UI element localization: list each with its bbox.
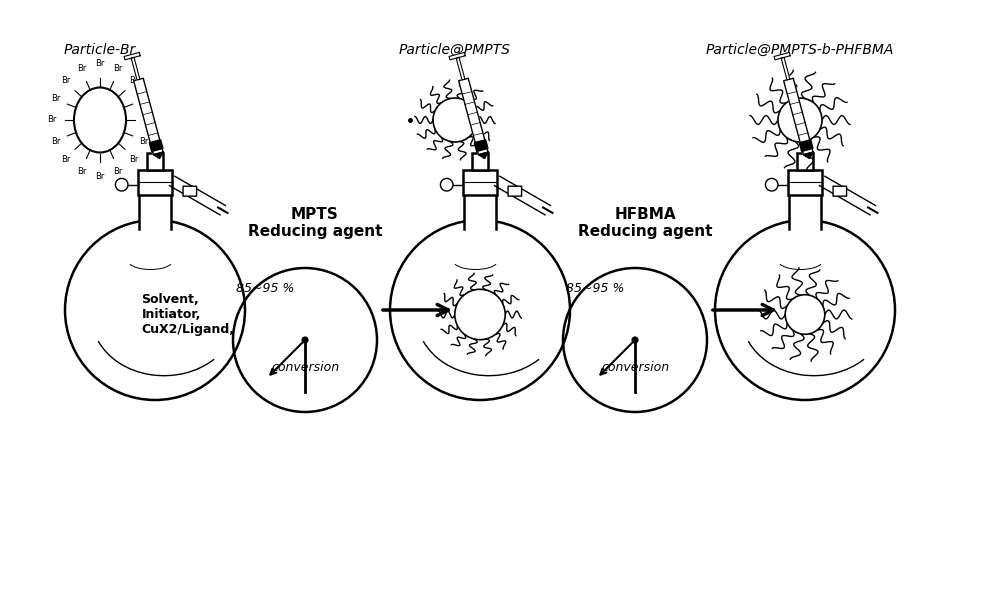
- Circle shape: [785, 295, 825, 334]
- Polygon shape: [456, 57, 465, 80]
- Bar: [789, 195, 821, 229]
- Text: Br: Br: [143, 115, 153, 124]
- Text: Br: Br: [61, 155, 71, 164]
- Polygon shape: [799, 140, 813, 151]
- Bar: [138, 170, 172, 195]
- Bar: [788, 170, 822, 195]
- Bar: [463, 170, 497, 195]
- Text: Particle@PMPTS: Particle@PMPTS: [399, 43, 511, 57]
- Polygon shape: [819, 176, 875, 215]
- Text: Br: Br: [114, 63, 123, 73]
- Text: Br: Br: [129, 155, 139, 164]
- Text: Br: Br: [47, 115, 57, 124]
- Polygon shape: [134, 78, 163, 155]
- Polygon shape: [474, 140, 488, 151]
- Bar: [797, 153, 813, 170]
- Bar: [472, 153, 488, 170]
- Polygon shape: [774, 52, 790, 60]
- Circle shape: [302, 337, 308, 343]
- Text: Br: Br: [77, 63, 86, 73]
- Text: Particle-Br: Particle-Br: [64, 43, 136, 57]
- Bar: [147, 153, 163, 170]
- FancyBboxPatch shape: [508, 186, 522, 196]
- Text: Br: Br: [129, 76, 139, 85]
- Text: Br: Br: [140, 137, 149, 146]
- Text: Solvent,
Initiator,
CuX2/Ligand,: Solvent, Initiator, CuX2/Ligand,: [142, 293, 234, 336]
- Text: MPTS
Reducing agent: MPTS Reducing agent: [248, 207, 382, 239]
- Text: 85~95 %: 85~95 %: [566, 282, 625, 295]
- Bar: [464, 195, 496, 229]
- Text: Particle@PMPTS-b-PHFBMA: Particle@PMPTS-b-PHFBMA: [706, 43, 894, 57]
- Polygon shape: [478, 152, 488, 159]
- FancyBboxPatch shape: [183, 186, 197, 196]
- Polygon shape: [131, 57, 140, 80]
- Polygon shape: [784, 78, 813, 155]
- Ellipse shape: [74, 87, 126, 152]
- Polygon shape: [149, 140, 163, 151]
- FancyBboxPatch shape: [833, 186, 847, 196]
- Text: Br: Br: [95, 59, 105, 68]
- Text: Br: Br: [140, 94, 149, 103]
- Bar: [139, 195, 171, 229]
- Polygon shape: [781, 57, 790, 80]
- Text: HFBMA
Reducing agent: HFBMA Reducing agent: [578, 207, 712, 239]
- Circle shape: [455, 289, 505, 340]
- Text: Br: Br: [114, 167, 123, 176]
- Text: Br: Br: [51, 137, 60, 146]
- Polygon shape: [153, 152, 163, 159]
- Polygon shape: [459, 78, 488, 155]
- Circle shape: [778, 98, 822, 142]
- Text: Br: Br: [77, 167, 86, 176]
- Polygon shape: [494, 176, 550, 215]
- Text: Br: Br: [61, 76, 71, 85]
- Text: Br: Br: [51, 94, 60, 103]
- Text: conversion: conversion: [601, 361, 669, 374]
- Polygon shape: [449, 52, 465, 60]
- Circle shape: [433, 98, 477, 142]
- Polygon shape: [169, 176, 225, 215]
- Text: conversion: conversion: [271, 361, 339, 374]
- Circle shape: [632, 337, 638, 343]
- Text: Br: Br: [95, 171, 105, 181]
- Text: 85~95 %: 85~95 %: [236, 282, 295, 295]
- Polygon shape: [124, 52, 140, 60]
- Polygon shape: [803, 152, 813, 159]
